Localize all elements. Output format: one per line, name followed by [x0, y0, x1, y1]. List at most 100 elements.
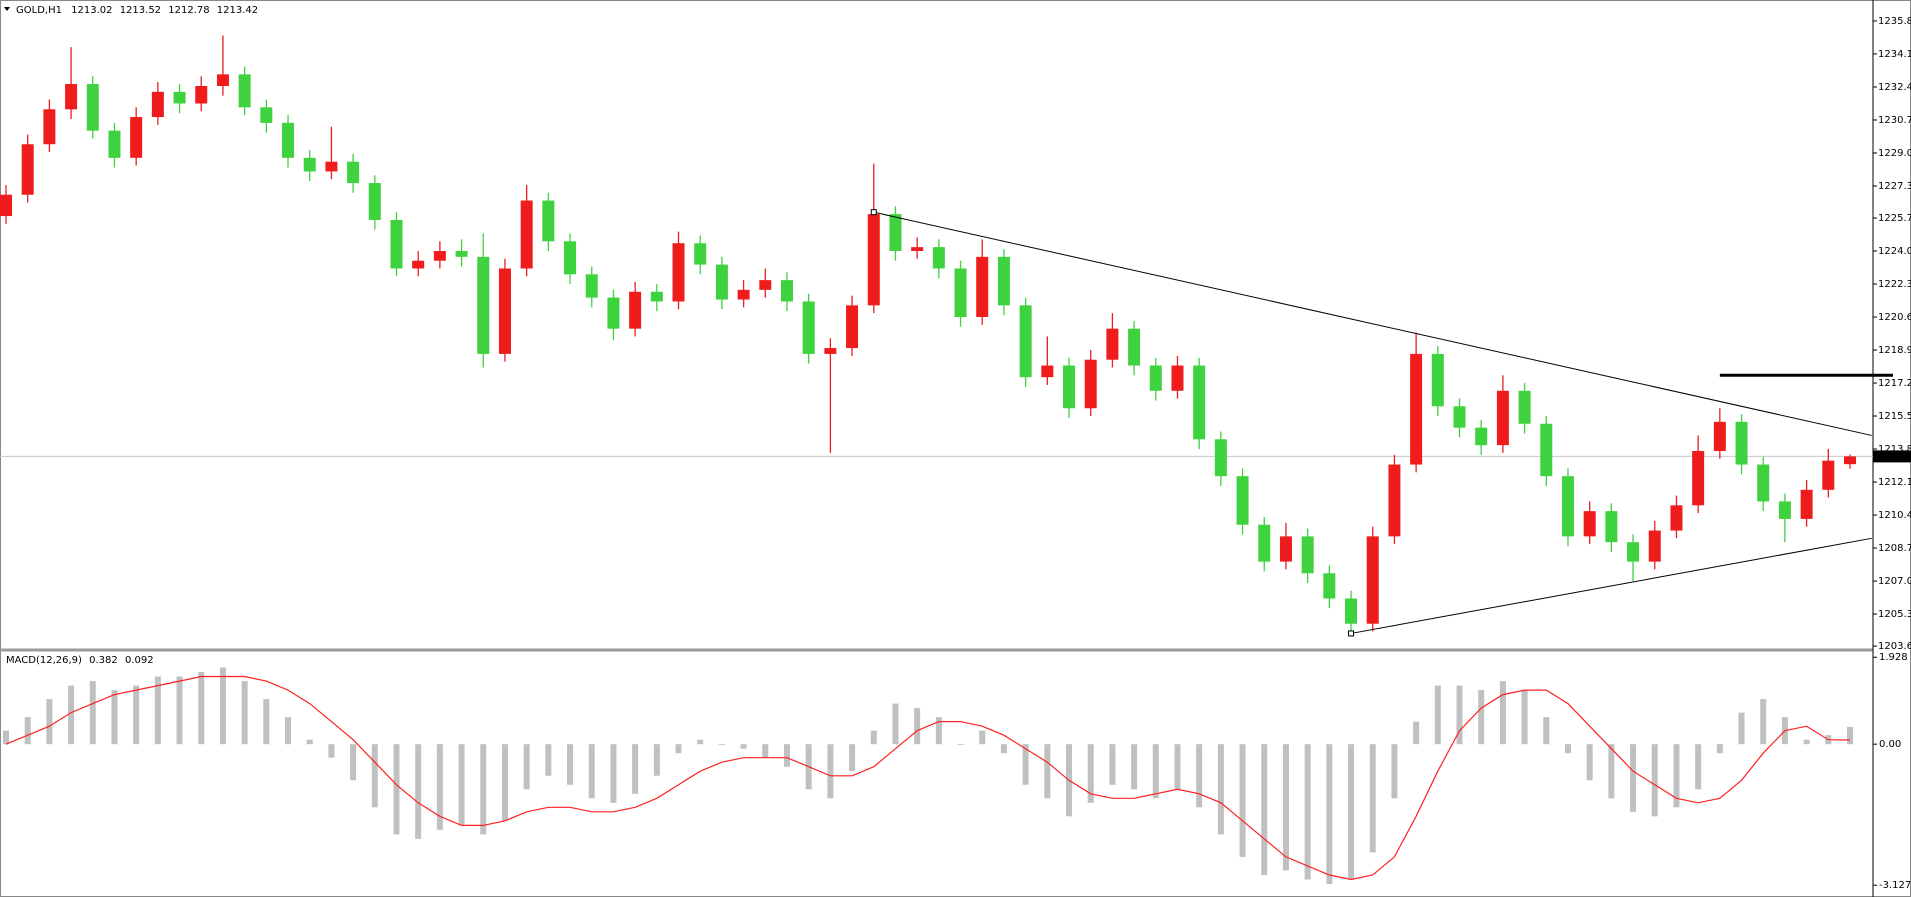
candle-body	[433, 251, 446, 261]
macd-bar	[1630, 744, 1637, 812]
candle-body	[1410, 353, 1423, 465]
macd-bar	[588, 744, 595, 799]
candle-body	[412, 260, 425, 269]
candle-body	[303, 157, 316, 172]
macd-bar	[501, 744, 508, 821]
candle-body	[1019, 305, 1032, 378]
menu-arrow[interactable]	[4, 7, 10, 11]
candle-body	[1540, 423, 1553, 477]
macd-bar	[133, 685, 140, 745]
trendline-anchor	[1348, 630, 1355, 637]
macd-bar	[1651, 744, 1658, 817]
candle-body	[238, 74, 251, 108]
candle-body	[1692, 450, 1705, 506]
macd-bar	[740, 744, 747, 749]
candle-body	[325, 161, 338, 172]
macd-bar	[1391, 744, 1398, 799]
macd-bar	[219, 667, 226, 745]
candle-body	[1041, 365, 1054, 378]
macd-bar	[68, 685, 75, 745]
candle-body	[997, 256, 1010, 306]
macd-bar	[1000, 744, 1007, 754]
candle-body	[585, 274, 598, 298]
candle-body	[498, 268, 511, 354]
low: 1212.78	[168, 5, 209, 16]
candle-body	[1084, 359, 1097, 409]
trendline-anchor	[870, 209, 877, 216]
macd-bar	[1022, 744, 1029, 785]
candle-body	[607, 297, 620, 329]
macd-bar	[935, 717, 942, 745]
candle-body	[1475, 427, 1488, 446]
candle-body	[542, 200, 555, 242]
macd-bar	[1369, 744, 1376, 853]
macd-bar	[1196, 744, 1203, 808]
macd-bar	[1760, 699, 1767, 745]
macd-bar	[1695, 744, 1702, 790]
candle-body	[65, 84, 78, 110]
candle-body	[672, 243, 685, 302]
candle-body	[629, 291, 642, 329]
y-tick-label: 1210.40	[1878, 510, 1911, 521]
macd-bar	[1217, 744, 1224, 835]
candle-body	[1279, 536, 1292, 562]
signal-value: 0.092	[125, 655, 154, 666]
candle-body	[1648, 530, 1661, 562]
trendline	[873, 211, 1872, 436]
candle-body	[1106, 328, 1119, 360]
macd-bar	[1521, 690, 1528, 745]
candle-body	[1757, 464, 1770, 502]
candle-body	[1496, 390, 1509, 446]
macd-bar	[653, 744, 660, 776]
macd-bar	[46, 699, 53, 745]
macd-bar	[1586, 744, 1593, 781]
candle-body	[108, 130, 121, 158]
candle-body	[1323, 573, 1336, 599]
macd-bar	[1673, 744, 1680, 808]
candle-body	[1518, 390, 1531, 424]
candle-body	[889, 214, 902, 252]
candle-body	[780, 280, 793, 302]
candle-body	[520, 200, 533, 269]
macd-bar	[24, 717, 31, 745]
macd-bar	[1044, 744, 1051, 799]
macd-bar	[1543, 717, 1550, 745]
macd-bar	[1326, 744, 1333, 884]
candle-body	[737, 289, 750, 300]
macd-bar	[567, 744, 574, 785]
y-tick-label: 1203.65	[1878, 641, 1911, 652]
macd-bar	[849, 744, 856, 772]
candle-body	[1822, 460, 1835, 490]
symbol: GOLD,H1	[16, 5, 62, 16]
high: 1213.52	[120, 5, 161, 16]
candle-body	[1214, 439, 1227, 477]
candle-body	[976, 256, 989, 318]
price-box-label: 1213.42	[1876, 451, 1911, 462]
candle-body	[1431, 353, 1444, 407]
candle-body	[1670, 505, 1683, 531]
candle-body	[564, 241, 577, 275]
macd-bar	[1413, 721, 1420, 745]
macd-bar	[632, 744, 639, 794]
macd-bar	[610, 744, 617, 803]
candle-body	[1627, 542, 1640, 562]
candle-body	[1583, 511, 1596, 537]
macd-bar	[480, 744, 487, 835]
candle-body	[715, 264, 728, 300]
macd-bar	[1803, 739, 1810, 745]
macd-bar	[545, 744, 552, 776]
macd-bar	[1131, 744, 1138, 790]
candle-body	[477, 256, 490, 354]
candle-body	[1149, 365, 1162, 391]
macd-bar	[393, 744, 400, 835]
macd-bar	[285, 717, 292, 745]
candle-body	[21, 144, 34, 195]
candle-body	[1258, 524, 1271, 562]
candle-body	[195, 85, 208, 104]
macd-bar	[1738, 712, 1745, 745]
candle-body	[694, 243, 707, 265]
macd-bar	[1847, 726, 1853, 745]
macd-bar	[892, 703, 899, 745]
y-tick-label: 1207.00	[1878, 576, 1911, 587]
